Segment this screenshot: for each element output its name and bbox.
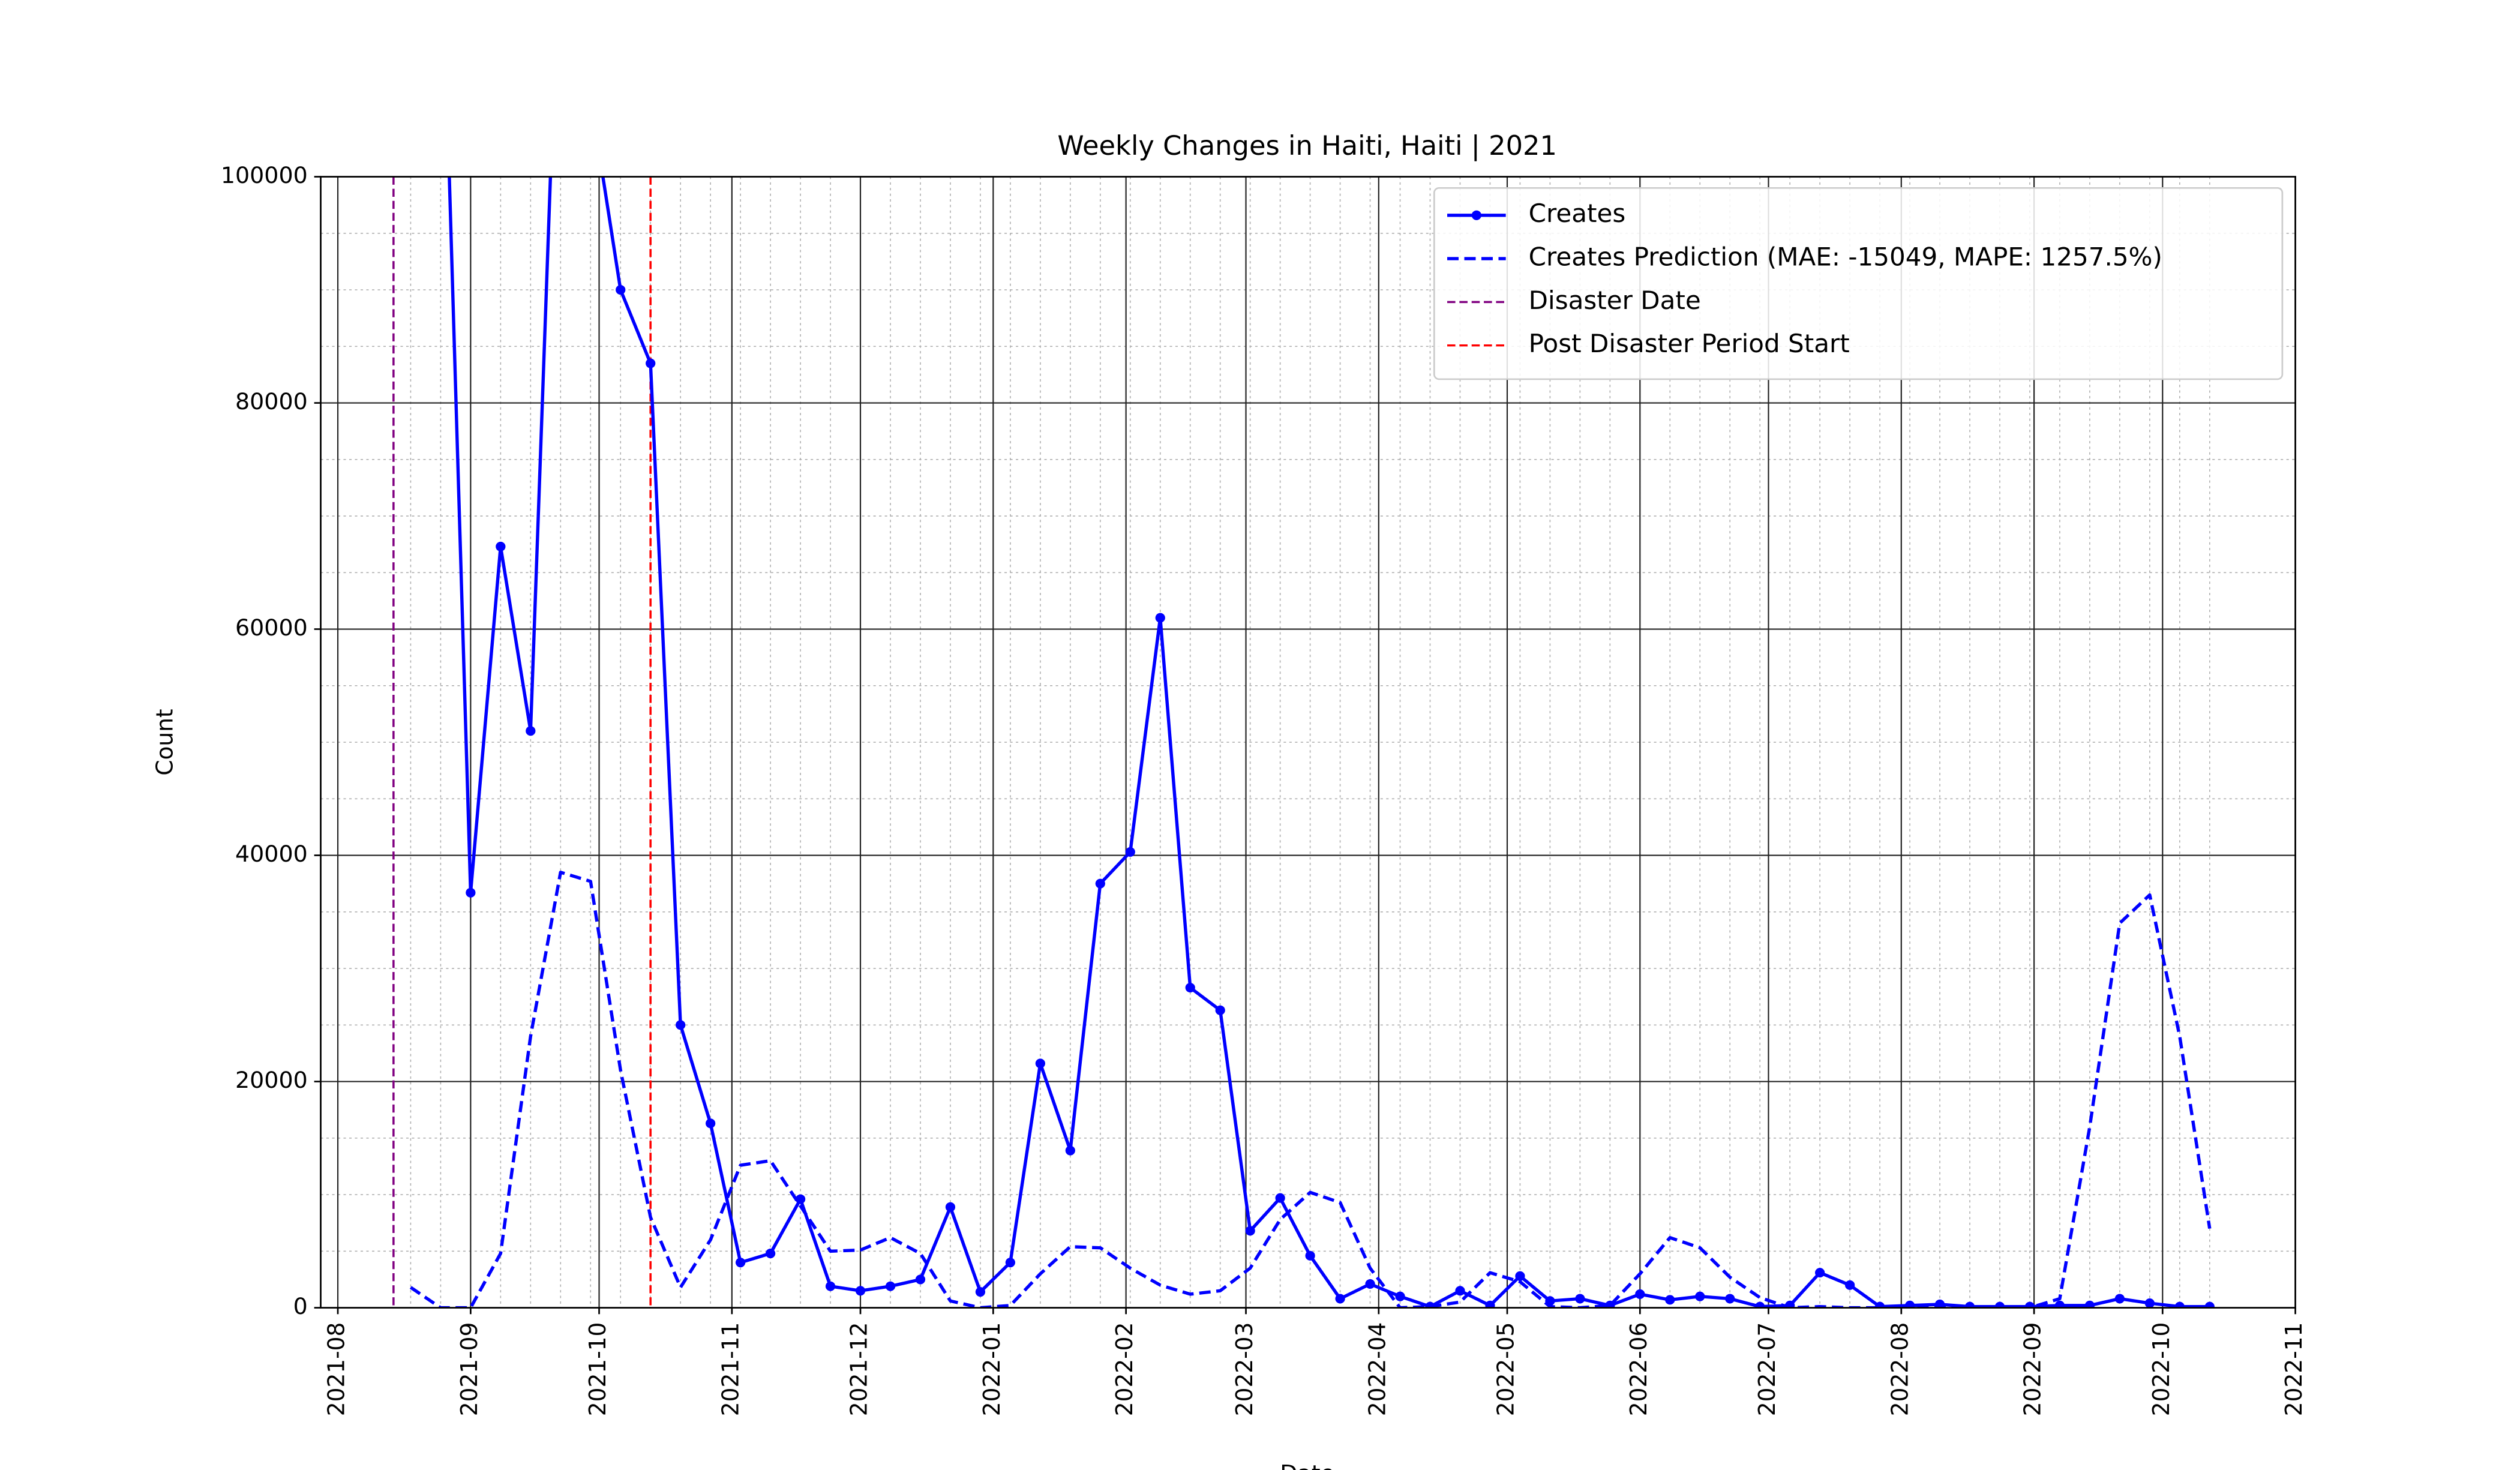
data-point <box>1005 1258 1016 1268</box>
axes-frame <box>320 176 2296 1309</box>
data-point <box>1455 1286 1465 1296</box>
x-axis-label: Date <box>1280 1460 1334 1470</box>
data-point <box>795 1194 806 1204</box>
data-point <box>825 1281 836 1291</box>
legend-label: Creates <box>1529 199 1626 228</box>
x-tick-label: 2022-01 <box>979 1322 1005 1417</box>
y-tick-label: 0 <box>293 1293 308 1319</box>
data-point <box>1755 1301 1765 1308</box>
data-point <box>1725 1294 1735 1304</box>
data-point <box>2084 1300 2095 1308</box>
x-tick-label: 2022-04 <box>1364 1322 1390 1417</box>
y-axis-label: Count <box>151 709 178 775</box>
data-point <box>1215 1005 1225 1015</box>
data-point <box>1695 1291 1705 1301</box>
data-point <box>1305 1250 1315 1261</box>
legend-label: Post Disaster Period Start <box>1529 329 1850 358</box>
legend-label: Disaster Date <box>1529 286 1701 315</box>
data-point <box>2054 1300 2065 1308</box>
x-tick-label: 2022-05 <box>1492 1322 1519 1417</box>
plot-area <box>392 176 2215 1308</box>
x-tick-label: 2021-11 <box>717 1322 743 1417</box>
data-point <box>1575 1294 1585 1304</box>
x-tick-label: 2022-11 <box>2281 1322 2307 1417</box>
data-point <box>945 1202 956 1212</box>
y-tick-label: 60000 <box>235 614 308 641</box>
data-point <box>2144 1298 2155 1308</box>
data-point <box>1095 878 1105 889</box>
x-tick-label: 2022-02 <box>1111 1322 1138 1417</box>
data-point <box>1934 1299 1945 1308</box>
axes: 0 20000 40000 60000 80000 100000 2021-08 2021-0… <box>221 162 2307 1416</box>
legend: Creates Creates Prediction (MAE: -15049, … <box>1433 187 2284 380</box>
data-point <box>1844 1280 1855 1290</box>
data-point <box>526 726 536 736</box>
data-point <box>1994 1301 2005 1308</box>
data-point <box>915 1274 926 1285</box>
data-point <box>1365 1279 1375 1289</box>
data-point <box>1395 1291 1405 1301</box>
x-tick-label: 2022-03 <box>1231 1322 1258 1417</box>
legend-box <box>1433 187 2284 380</box>
x-tick-label: 2022-06 <box>1625 1322 1652 1417</box>
series-line <box>409 871 2212 1308</box>
chart-title: Weekly Changes in Haiti, Haiti | 2021 <box>1057 131 1557 162</box>
data-point <box>1125 847 1135 857</box>
data-point <box>706 1118 716 1129</box>
data-point <box>1035 1058 1045 1069</box>
data-point <box>616 285 626 295</box>
y-tick-label: 100000 <box>221 162 308 188</box>
data-point <box>1275 1193 1285 1203</box>
data-point <box>1335 1294 1345 1304</box>
y-tick-label: 20000 <box>235 1067 308 1093</box>
data-point <box>2174 1301 2185 1308</box>
x-tick-label: 2021-09 <box>456 1322 482 1417</box>
data-point <box>885 1281 896 1291</box>
data-point <box>646 358 656 368</box>
series-line <box>448 176 2210 1308</box>
data-point <box>466 887 476 898</box>
x-tick-label: 2021-08 <box>323 1322 349 1417</box>
data-point <box>2204 1301 2215 1308</box>
x-tick-label: 2022-09 <box>2019 1322 2045 1417</box>
data-point <box>1185 983 1195 993</box>
data-point <box>2114 1294 2125 1304</box>
data-point <box>735 1258 746 1268</box>
x-tick-label: 2021-10 <box>584 1322 611 1417</box>
x-tick-label: 2022-08 <box>1886 1322 1913 1417</box>
data-point <box>1155 613 1165 623</box>
data-point <box>496 541 506 551</box>
data-point <box>975 1287 986 1297</box>
legend-marker <box>1471 210 1481 220</box>
x-tick-label: 2022-07 <box>1754 1322 1780 1417</box>
data-point <box>1815 1268 1825 1278</box>
data-point <box>1245 1226 1255 1236</box>
legend-label: Creates Prediction (MAE: -15049, MAPE: 1… <box>1529 242 2162 272</box>
data-point <box>765 1249 776 1259</box>
data-point <box>1665 1295 1675 1305</box>
data-point <box>1515 1271 1525 1281</box>
data-point <box>1904 1300 1915 1308</box>
x-tick-label: 2021-12 <box>845 1322 872 1417</box>
data-point <box>676 1020 686 1030</box>
data-point <box>1635 1289 1645 1299</box>
y-tick-label: 80000 <box>235 388 308 415</box>
x-tick-label: 2022-10 <box>2148 1322 2174 1417</box>
data-point <box>1065 1145 1075 1156</box>
data-point <box>855 1286 866 1296</box>
data-point <box>1485 1300 1495 1308</box>
y-tick-label: 40000 <box>235 841 308 867</box>
